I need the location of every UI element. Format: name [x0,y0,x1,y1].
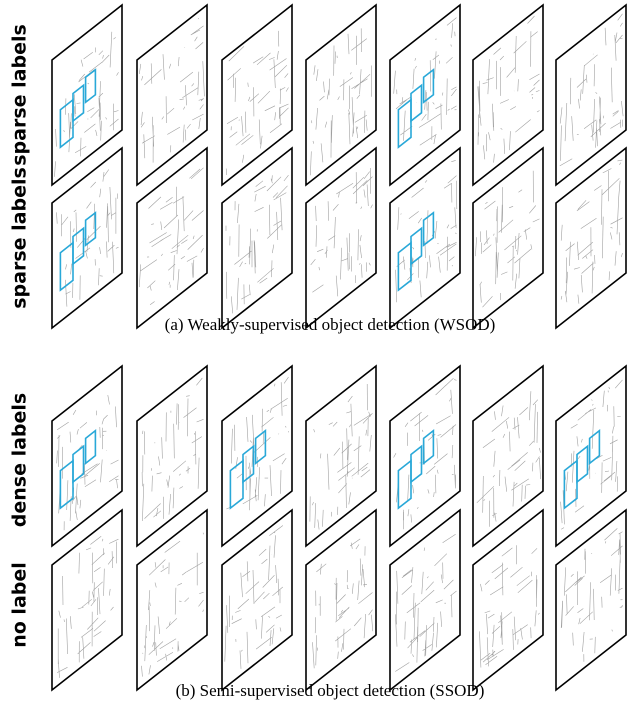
bounding-box [254,428,267,466]
sketch [560,528,623,662]
sketch [56,169,119,307]
panel-frame [472,146,544,330]
panel-frame [389,3,461,187]
bounding-box [588,428,601,466]
sketch [225,175,289,314]
panel-frame [136,364,208,548]
bounding-box [563,459,578,510]
sketch [310,28,372,176]
sketch [559,13,624,167]
panel-frame [136,3,208,187]
sketch [309,383,373,530]
panel-frame [51,364,123,548]
panel-frame [389,364,461,548]
bounding-box [59,98,74,149]
bounding-box [397,459,412,510]
panel-frame [305,508,377,692]
panel-frame [221,146,293,330]
bounding-box [84,428,97,466]
sketch [54,31,119,177]
panel-frame [221,508,293,692]
panel-frame [555,508,627,692]
sketch [226,376,289,511]
bounding-box [72,83,85,123]
bounding-box [59,241,74,292]
panel-frame [221,364,293,548]
sketch [395,160,458,303]
bounding-box [59,459,74,510]
row-label: no label [9,562,31,648]
panel-frame [555,3,627,187]
panel-frame [555,146,627,330]
bounding-box [397,241,412,292]
bounding-box [229,459,244,510]
panel-frame [389,508,461,692]
panel-frame [51,508,123,692]
caption: (b) Semi-supervised object detection (SS… [176,681,485,700]
panel-frame [305,3,377,187]
sketch [224,525,284,669]
panel-frame [136,508,208,692]
panel-frame [51,3,123,187]
sketch [477,15,540,163]
row-label: sparse labels [9,167,31,309]
sketch [310,167,373,297]
sketch [139,18,205,163]
bounding-box [84,211,97,247]
sketch [393,377,457,530]
row-label: dense labels [9,393,31,527]
sketch [312,538,374,669]
panel-frame [555,364,627,548]
bounding-box [576,444,589,484]
sketch [395,534,457,672]
panels [51,3,627,692]
bounding-box [410,83,423,123]
panel-frame [221,3,293,187]
sketch [56,536,119,678]
bounding-box [422,68,435,104]
sketch [479,545,540,668]
bounding-box [72,444,85,484]
sketch [56,395,119,531]
panel-frame [472,3,544,187]
sketch [141,377,204,522]
bounding-box [84,68,97,104]
sketch [141,532,204,677]
bounding-box [72,226,85,266]
row-label: sparse labels [9,24,31,166]
bounding-box [410,444,423,484]
panel-frame [472,364,544,548]
panel-frame [305,364,377,548]
panel-frame [51,146,123,330]
sketch [139,167,204,305]
bounding-box [397,98,412,149]
sketch [393,17,457,146]
bounding-box [422,428,435,466]
panel-frame [305,146,377,330]
sketch [225,30,289,176]
bounding-box [422,211,435,247]
sketch [475,170,540,308]
bounding-box [242,444,255,484]
sketch [560,159,623,304]
panel-frame [472,508,544,692]
panel-frame [389,146,461,330]
sketch [476,391,541,527]
panel-frame [136,146,208,330]
caption: (a) Weakly-supervised object detection (… [165,315,496,334]
bounding-box [410,226,423,266]
sketch [560,379,623,530]
